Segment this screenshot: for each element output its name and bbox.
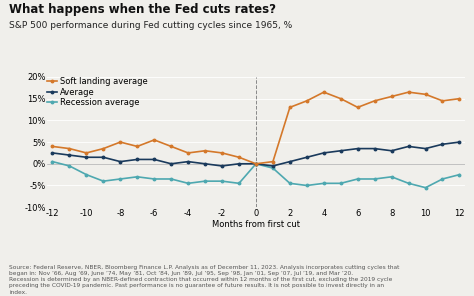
- Soft landing average: [439, 99, 445, 103]
- Recession average: [236, 181, 242, 185]
- Average: [338, 149, 344, 152]
- Average: [406, 145, 411, 148]
- Legend: Soft landing average, Average, Recession average: Soft landing average, Average, Recession…: [47, 77, 147, 107]
- Soft landing average: [185, 151, 191, 155]
- Recession average: [50, 160, 55, 163]
- Average: [151, 158, 157, 161]
- Average: [135, 158, 140, 161]
- Soft landing average: [236, 155, 242, 159]
- Average: [219, 164, 225, 168]
- Soft landing average: [202, 149, 208, 152]
- Recession average: [100, 179, 106, 183]
- Average: [321, 151, 327, 155]
- Soft landing average: [83, 151, 89, 155]
- Recession average: [406, 181, 411, 185]
- Recession average: [118, 177, 123, 181]
- Recession average: [355, 177, 361, 181]
- Soft landing average: [67, 147, 73, 150]
- Text: What happens when the Fed cuts rates?: What happens when the Fed cuts rates?: [9, 3, 276, 16]
- Soft landing average: [456, 97, 462, 100]
- Soft landing average: [253, 162, 259, 165]
- Recession average: [456, 173, 462, 176]
- Recession average: [67, 164, 73, 168]
- Soft landing average: [100, 147, 106, 150]
- Recession average: [304, 184, 310, 187]
- Recession average: [253, 162, 259, 165]
- Average: [270, 164, 276, 168]
- Average: [304, 155, 310, 159]
- Average: [456, 140, 462, 144]
- Soft landing average: [406, 90, 411, 94]
- Average: [118, 160, 123, 163]
- Average: [185, 160, 191, 163]
- Average: [236, 162, 242, 165]
- Soft landing average: [168, 145, 174, 148]
- Recession average: [83, 173, 89, 176]
- Recession average: [202, 179, 208, 183]
- Soft landing average: [355, 106, 361, 109]
- Soft landing average: [321, 90, 327, 94]
- Recession average: [321, 181, 327, 185]
- Soft landing average: [219, 151, 225, 155]
- Average: [389, 149, 394, 152]
- Recession average: [372, 177, 377, 181]
- Average: [168, 162, 174, 165]
- Average: [372, 147, 377, 150]
- Recession average: [338, 181, 344, 185]
- Text: S&P 500 performance during Fed cutting cycles since 1965, %: S&P 500 performance during Fed cutting c…: [9, 21, 293, 30]
- Recession average: [168, 177, 174, 181]
- Soft landing average: [304, 99, 310, 103]
- Recession average: [423, 186, 428, 189]
- Line: Average: Average: [51, 141, 461, 167]
- Soft landing average: [423, 93, 428, 96]
- Recession average: [151, 177, 157, 181]
- Average: [83, 155, 89, 159]
- Average: [355, 147, 361, 150]
- Recession average: [287, 181, 293, 185]
- Average: [423, 147, 428, 150]
- Average: [439, 142, 445, 146]
- Recession average: [270, 166, 276, 170]
- Average: [67, 153, 73, 157]
- Soft landing average: [50, 145, 55, 148]
- Soft landing average: [372, 99, 377, 103]
- Line: Soft landing average: Soft landing average: [51, 91, 461, 165]
- Recession average: [439, 177, 445, 181]
- Recession average: [389, 175, 394, 178]
- Average: [287, 160, 293, 163]
- Soft landing average: [135, 145, 140, 148]
- Recession average: [219, 179, 225, 183]
- Soft landing average: [118, 140, 123, 144]
- Soft landing average: [151, 138, 157, 142]
- Text: Source: Federal Reserve, NBER, Bloomberg Finance L.P. Analysis as of December 11: Source: Federal Reserve, NBER, Bloomberg…: [9, 265, 400, 295]
- Recession average: [185, 181, 191, 185]
- Average: [253, 162, 259, 165]
- Soft landing average: [389, 95, 394, 98]
- Average: [202, 162, 208, 165]
- Soft landing average: [338, 97, 344, 100]
- Soft landing average: [270, 160, 276, 163]
- Line: Recession average: Recession average: [51, 160, 461, 189]
- Recession average: [135, 175, 140, 178]
- Soft landing average: [287, 106, 293, 109]
- Average: [100, 155, 106, 159]
- X-axis label: Months from first cut: Months from first cut: [212, 220, 300, 229]
- Average: [50, 151, 55, 155]
